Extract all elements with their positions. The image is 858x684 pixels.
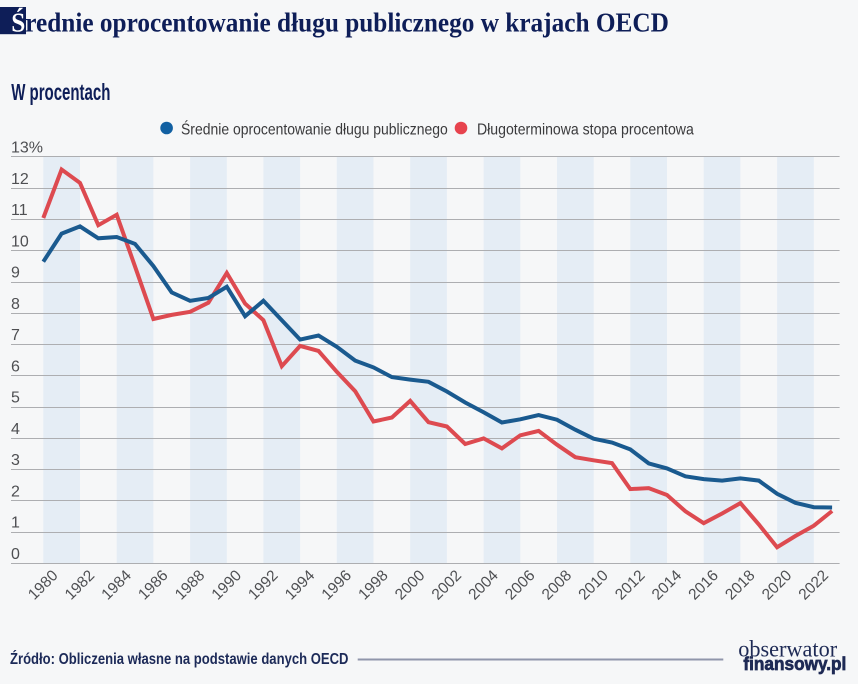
- svg-text:obserwator: obserwator: [738, 636, 837, 661]
- svg-text:13%: 13%: [11, 140, 43, 157]
- svg-text:1: 1: [11, 515, 20, 532]
- svg-text:4: 4: [11, 421, 20, 438]
- svg-text:11: 11: [11, 202, 28, 219]
- svg-text:0: 0: [11, 546, 20, 563]
- svg-text:Średnie oprocentowanie długu p: Średnie oprocentowanie długu publicznego…: [11, 6, 669, 37]
- svg-text:Długoterminowa stopa procentow: Długoterminowa stopa procentowa: [477, 121, 694, 139]
- svg-text:Średnie oprocentowanie długu p: Średnie oprocentowanie długu publicznego: [181, 120, 448, 139]
- svg-text:9: 9: [11, 265, 20, 282]
- svg-text:6: 6: [11, 358, 20, 375]
- svg-text:Źródło: Obliczenia własne na p: Źródło: Obliczenia własne na podstawie d…: [10, 650, 348, 669]
- svg-text:W procentach: W procentach: [11, 80, 110, 106]
- svg-text:12: 12: [11, 171, 29, 188]
- svg-text:8: 8: [11, 296, 20, 313]
- svg-text:2: 2: [11, 484, 20, 501]
- svg-text:10: 10: [11, 233, 29, 250]
- svg-text:5: 5: [11, 390, 20, 407]
- svg-text:finansowy.pl: finansowy.pl: [743, 654, 846, 675]
- svg-text:3: 3: [11, 452, 20, 469]
- svg-text:7: 7: [11, 327, 20, 344]
